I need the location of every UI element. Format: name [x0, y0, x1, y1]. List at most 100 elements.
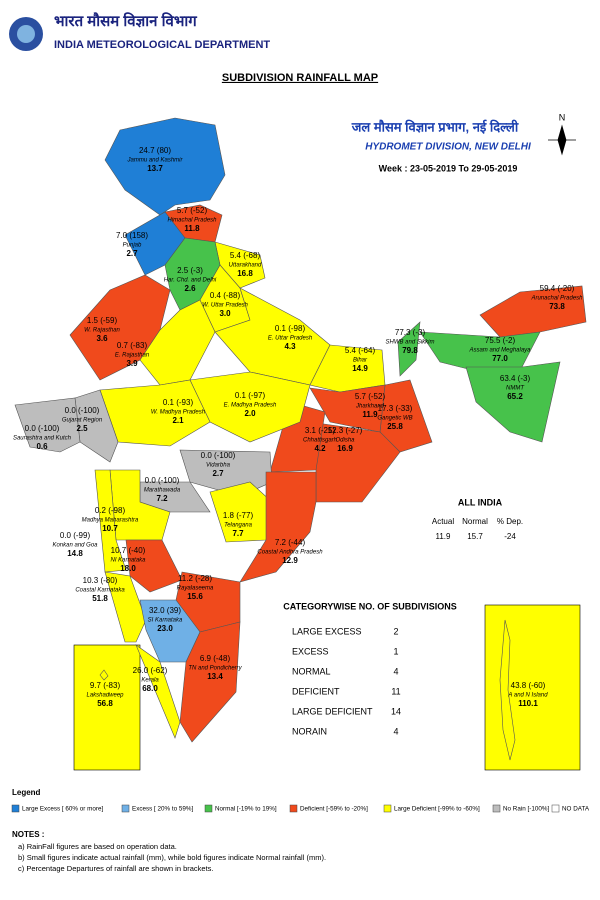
- subdivision-region: [94, 469, 127, 573]
- subdivision-name: Uttarakhand: [229, 263, 262, 269]
- category-count: 11: [391, 686, 400, 696]
- subdivision-name: Gangetic WB: [377, 416, 412, 422]
- subdivision-region: [397, 321, 421, 377]
- legend-swatch: [492, 804, 501, 813]
- all-india-title: ALL INDIA: [458, 497, 503, 507]
- subdivision-actual: 0.2 (-98): [95, 506, 126, 515]
- subdivision-actual: 0.0 (-100): [145, 476, 180, 485]
- subdivision-actual: 0.0 (-99): [60, 531, 91, 540]
- legend-swatch: [204, 804, 213, 813]
- subdivision-normal: 2.0: [244, 409, 256, 418]
- subdivision-actual: 11.2 (-28): [178, 574, 212, 583]
- subdivision-normal: 4.2: [314, 444, 326, 453]
- subdivision-name: W. Madhya Pradesh: [151, 410, 206, 416]
- subdivision-normal: 10.7: [102, 524, 118, 533]
- subdivision-region: [104, 571, 147, 643]
- subdivision-actual: 0.1 (-98): [275, 324, 306, 333]
- subdivision-name: Chhattisgarh: [303, 438, 338, 444]
- subdivision-name: Rayalaseema: [177, 586, 214, 592]
- subdivision-actual: 5.4 (-64): [345, 346, 376, 355]
- subdivision-name: Har. Chd. and Delhi: [164, 278, 217, 284]
- subdivision-actual: 3.1 (-25): [305, 426, 336, 435]
- subdivision-actual: 5.7 (-52): [355, 392, 386, 401]
- category-count: 1: [393, 646, 398, 656]
- subdivision-actual: 10.7 (-40): [111, 546, 146, 555]
- category-name: EXCESS: [292, 646, 329, 656]
- notes-title: NOTES :: [12, 830, 44, 839]
- subdivision-normal: 51.8: [92, 594, 108, 603]
- subdivision-normal: 3.9: [126, 359, 138, 368]
- subdivision-actual: 0.7 (-83): [117, 341, 148, 350]
- subdivision-normal: 18.0: [120, 564, 136, 573]
- subdivision-name: E. Madhya Pradesh: [224, 403, 277, 409]
- subdivision-name: Arunachal Pradesh: [530, 296, 583, 302]
- subdivision-normal: 7.7: [232, 529, 244, 538]
- subdivision-normal: 4.3: [284, 342, 296, 351]
- subdivision-name: TN and Pondicherry: [188, 666, 242, 672]
- subdivision-region: [99, 669, 109, 681]
- subdivision-name: Madhya Maharashtra: [82, 518, 139, 524]
- subdivision-name: Coastal Karnataka: [75, 588, 125, 594]
- subdivision-name: Bihar: [353, 358, 368, 364]
- subdivision-normal: 12.9: [282, 556, 298, 565]
- legend-label: Deficient [-59% to -20%]: [300, 806, 368, 813]
- subdivision-normal: 14.9: [352, 364, 368, 373]
- legend-swatch: [11, 804, 20, 813]
- subdivision-actual: 7.0 (158): [116, 231, 148, 240]
- subdivision-name: E. Rajasthan: [115, 353, 150, 359]
- subdivision-normal: 14.8: [67, 549, 83, 558]
- category-count: 14: [391, 706, 401, 716]
- subdivision-actual: 43.8 (-60): [511, 681, 546, 690]
- subdivision-actual: 0.0 (-100): [65, 406, 100, 415]
- category-name: DEFICIENT: [292, 686, 340, 696]
- subdivision-region: [479, 285, 587, 338]
- subdivision-normal: 7.2: [156, 494, 168, 503]
- category-count: 2: [393, 626, 398, 636]
- subdivision-actual: 63.4 (-3): [500, 374, 531, 383]
- subdivision-actual: 77.3 (-3): [395, 328, 426, 337]
- subdivision-actual: 59.4 (-20): [540, 284, 575, 293]
- category-name: LARGE EXCESS: [292, 626, 362, 636]
- week: Week : 23-05-2019 To 29-05-2019: [379, 163, 518, 173]
- subdivision-normal: 13.4: [207, 672, 223, 681]
- category-count: 4: [393, 726, 398, 736]
- subdivision-actual: 0.4 (-88): [210, 291, 241, 300]
- subdivision-normal: 77.0: [492, 354, 508, 363]
- category-title: CATEGORYWISE NO. OF SUBDIVISIONS: [283, 601, 457, 611]
- legend-label: Large Excess [ 60% or more]: [22, 806, 103, 813]
- lakshadweep-box: [73, 644, 141, 771]
- subdivision-region: [465, 361, 561, 443]
- all-india-header: Normal: [462, 517, 488, 526]
- note-line: c) Percentage Departures of rainfall are…: [18, 864, 214, 873]
- legend-title: Legend: [12, 788, 41, 797]
- subdivision-actual: 17.3 (-33): [378, 404, 413, 413]
- all-india-header: % Dep.: [497, 517, 523, 526]
- map-title: SUBDIVISION RAINFALL MAP: [222, 72, 378, 84]
- subdivision-normal: 0.6: [36, 442, 48, 451]
- subdivision-normal: 2.5: [76, 424, 88, 433]
- subdivision-actual: 32.0 (39): [149, 606, 181, 615]
- subdivision-name: Kerala: [141, 678, 159, 684]
- subdivision-name: Gujarat Region: [62, 418, 103, 424]
- subdivision-normal: 23.0: [157, 624, 173, 633]
- subdivision-region: [104, 117, 226, 216]
- subdivision-normal: 3.6: [96, 334, 108, 343]
- legend-label: Normal [-19% to 19%]: [215, 806, 277, 813]
- subdivision-region: [69, 274, 171, 381]
- subdivision-actual: 75.5 (-2): [485, 336, 516, 345]
- subdivision-region: [269, 401, 326, 473]
- division-hindi: जल मौसम विज्ञान प्रभाग, नई दिल्ली: [351, 119, 519, 134]
- subdivision-actual: 0.0 (-100): [25, 424, 60, 433]
- north-label: N: [559, 112, 566, 122]
- subdivision-normal: 16.8: [237, 269, 253, 278]
- subdivision-actual: 24.7 (80): [139, 146, 171, 155]
- legend-label: NO DATA: [562, 806, 590, 813]
- subdivision-actual: 0.0 (-100): [201, 451, 236, 460]
- subdivision-normal: 2.1: [172, 416, 184, 425]
- logo-inner: [17, 25, 35, 43]
- subdivision-name: Lakshadweep: [86, 693, 124, 699]
- subdivision-name: W. Uttar Pradesh: [202, 303, 248, 309]
- subdivision-actual: 26.0 (-62): [133, 666, 168, 675]
- note-line: b) Small figures indicate actual rainfal…: [18, 853, 326, 862]
